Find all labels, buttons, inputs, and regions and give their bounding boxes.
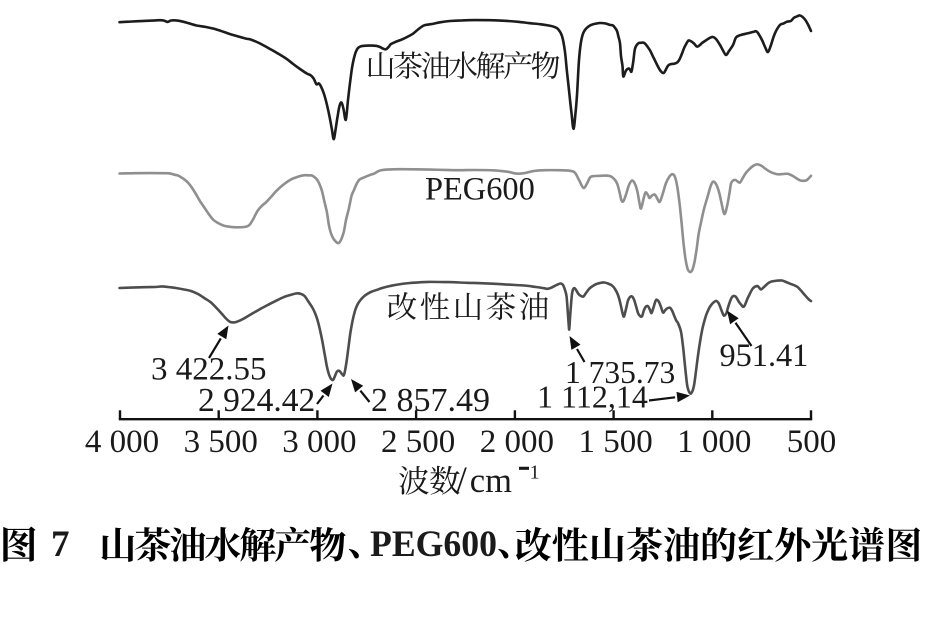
svg-text:cm: cm xyxy=(470,462,512,500)
svg-text:1 112,14: 1 112,14 xyxy=(537,379,648,415)
svg-text:4 000: 4 000 xyxy=(85,424,159,460)
svg-text:2 500: 2 500 xyxy=(381,424,455,460)
svg-text:500: 500 xyxy=(787,424,837,460)
svg-text:1 000: 1 000 xyxy=(677,424,751,460)
svg-text:1 735.73: 1 735.73 xyxy=(565,355,675,390)
svg-text:2 000: 2 000 xyxy=(480,424,554,460)
svg-text:3 422.55: 3 422.55 xyxy=(151,352,267,388)
svg-text:1 500: 1 500 xyxy=(578,424,652,460)
svg-text:1: 1 xyxy=(530,462,540,484)
svg-text:2 924.42: 2 924.42 xyxy=(198,382,315,419)
svg-text:3 500: 3 500 xyxy=(184,424,258,460)
svg-text:PEG600: PEG600 xyxy=(425,171,535,207)
svg-text:/: / xyxy=(456,460,467,502)
svg-text:PEG600: PEG600 xyxy=(370,523,497,564)
svg-text:951.41: 951.41 xyxy=(720,337,809,373)
svg-text:2 857.49: 2 857.49 xyxy=(371,382,490,419)
svg-text:3 000: 3 000 xyxy=(282,424,356,460)
svg-text:7: 7 xyxy=(51,524,70,565)
